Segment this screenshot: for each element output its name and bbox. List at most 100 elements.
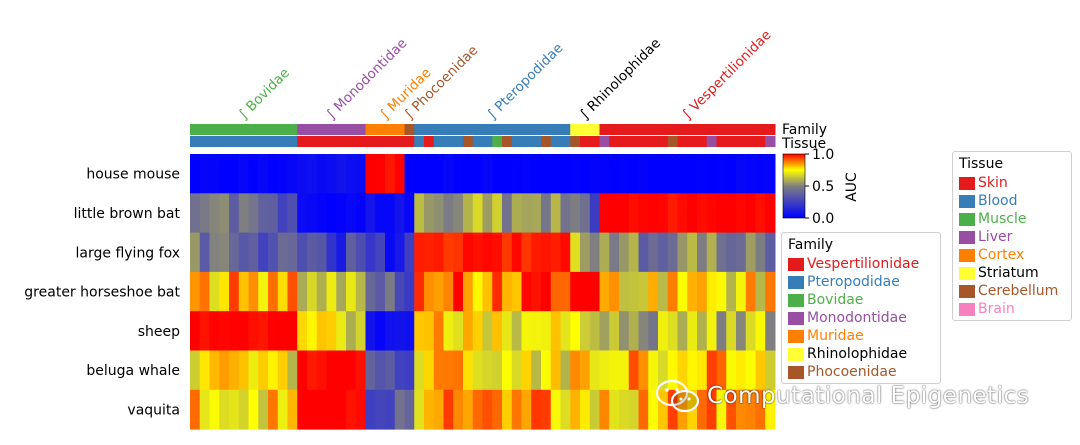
heatmap-cell [492, 389, 503, 430]
heatmap-cell [336, 389, 347, 430]
family-legend-item: Pteropodidae [788, 273, 934, 291]
heatmap-cell [394, 193, 405, 234]
heatmap-cell [443, 193, 454, 234]
heatmap-cell [433, 193, 444, 234]
tissue-bar-cell [346, 136, 357, 147]
tissue-bar-cell [297, 136, 308, 147]
heatmap-cell [619, 232, 630, 273]
family-legend-item: Muridae [788, 327, 934, 345]
tissue-bar-cell [209, 136, 220, 147]
tissue-bar-cell [336, 136, 347, 147]
heatmap-cell [385, 389, 396, 430]
heatmap-cell [229, 271, 240, 312]
heatmap-cell [443, 232, 454, 273]
heatmap-cell [238, 232, 249, 273]
tissue-bar-cell [716, 136, 727, 147]
family-bar-segment [297, 124, 366, 135]
heatmap-cell [619, 389, 630, 430]
heatmap-cell [463, 232, 474, 273]
heatmap-cell [502, 389, 513, 430]
heatmap-cell [745, 389, 756, 430]
heatmap-cell [336, 350, 347, 391]
heatmap-cell [667, 232, 678, 273]
heatmap-cell [258, 154, 269, 194]
tissue-legend-item: Blood [959, 192, 1065, 210]
legend-label: Blood [978, 193, 1018, 209]
heatmap-cell [580, 154, 591, 194]
heatmap-cell [443, 154, 454, 194]
heatmap-cell [619, 154, 630, 194]
heatmap-cell [199, 389, 210, 430]
heatmap-cell [219, 389, 230, 430]
tissue-bar-cell [706, 136, 717, 147]
heatmap-cell [511, 193, 522, 234]
family-annotation-bar [190, 124, 776, 135]
heatmap-cell [658, 232, 669, 273]
heatmap-cell [716, 389, 727, 430]
colorbar-ticks: 1.0 0.5 0.0 [805, 147, 834, 227]
heatmap-cell [355, 232, 366, 273]
heatmap-cell [336, 271, 347, 312]
heatmap-cell [697, 311, 708, 351]
heatmap-cell [570, 350, 581, 391]
heatmap-cell [199, 154, 210, 194]
heatmap-cell [589, 350, 600, 391]
heatmap-cell [560, 154, 571, 194]
heatmap-cell [394, 389, 405, 430]
heatmap-cell [277, 311, 288, 351]
heatmap-cell [453, 271, 464, 312]
heatmap-cell [541, 193, 552, 234]
heatmap-cell [755, 154, 766, 194]
heatmap-cell [414, 232, 425, 273]
tissue-bar-cell [472, 136, 483, 147]
heatmap-cell [502, 154, 513, 194]
heatmap-cell [414, 389, 425, 430]
heatmap-cell [745, 232, 756, 273]
tissue-bar-cell [697, 136, 708, 147]
heatmap-cell [580, 232, 591, 273]
heatmap-cell [609, 271, 620, 312]
heatmap-cell [248, 193, 259, 234]
heatmap-cell [638, 389, 649, 430]
heatmap-cell [755, 271, 766, 312]
tissue-bar-cell [628, 136, 639, 147]
heatmap-cell [736, 232, 747, 273]
tissue-legend-item: Cerebellum [959, 282, 1065, 300]
heatmap-cell [258, 193, 269, 234]
heatmap-cell [648, 232, 659, 273]
heatmap-cell [229, 389, 240, 430]
tissue-bar-cell [268, 136, 279, 147]
heatmap-cell [355, 154, 366, 194]
heatmap-cell [287, 154, 298, 194]
heatmap-cell [219, 154, 230, 194]
heatmap-cell [482, 271, 493, 312]
tissue-bar-cell [229, 136, 240, 147]
heatmap-cell [502, 271, 513, 312]
tissue-legend-item: Brain [959, 300, 1065, 318]
heatmap-cell [238, 271, 249, 312]
heatmap-cell [375, 350, 386, 391]
tissue-bar-cell [511, 136, 522, 147]
tissue-bar-cell [677, 136, 688, 147]
heatmap-cell [209, 350, 220, 391]
heatmap-cell [619, 271, 630, 312]
legend-label: Rhinolophidae [807, 346, 908, 362]
heatmap-cell [219, 232, 230, 273]
family-bar-segment [570, 124, 600, 135]
heatmap-cell [404, 193, 415, 234]
heatmap-cell [648, 350, 659, 391]
tissue-bar-cell [726, 136, 737, 147]
heatmap-cell [472, 193, 483, 234]
heatmap-cell [414, 154, 425, 194]
heatmap-cell [394, 311, 405, 351]
heatmap-cell [375, 389, 386, 430]
heatmap-cell [316, 350, 327, 391]
heatmap-cell [248, 232, 259, 273]
heatmap-cell [736, 311, 747, 351]
legend-swatch [959, 284, 975, 298]
colorbar-tick-label: 0.0 [812, 211, 834, 227]
colorbar-label: AUC [844, 172, 860, 202]
heatmap-cell [628, 271, 639, 312]
